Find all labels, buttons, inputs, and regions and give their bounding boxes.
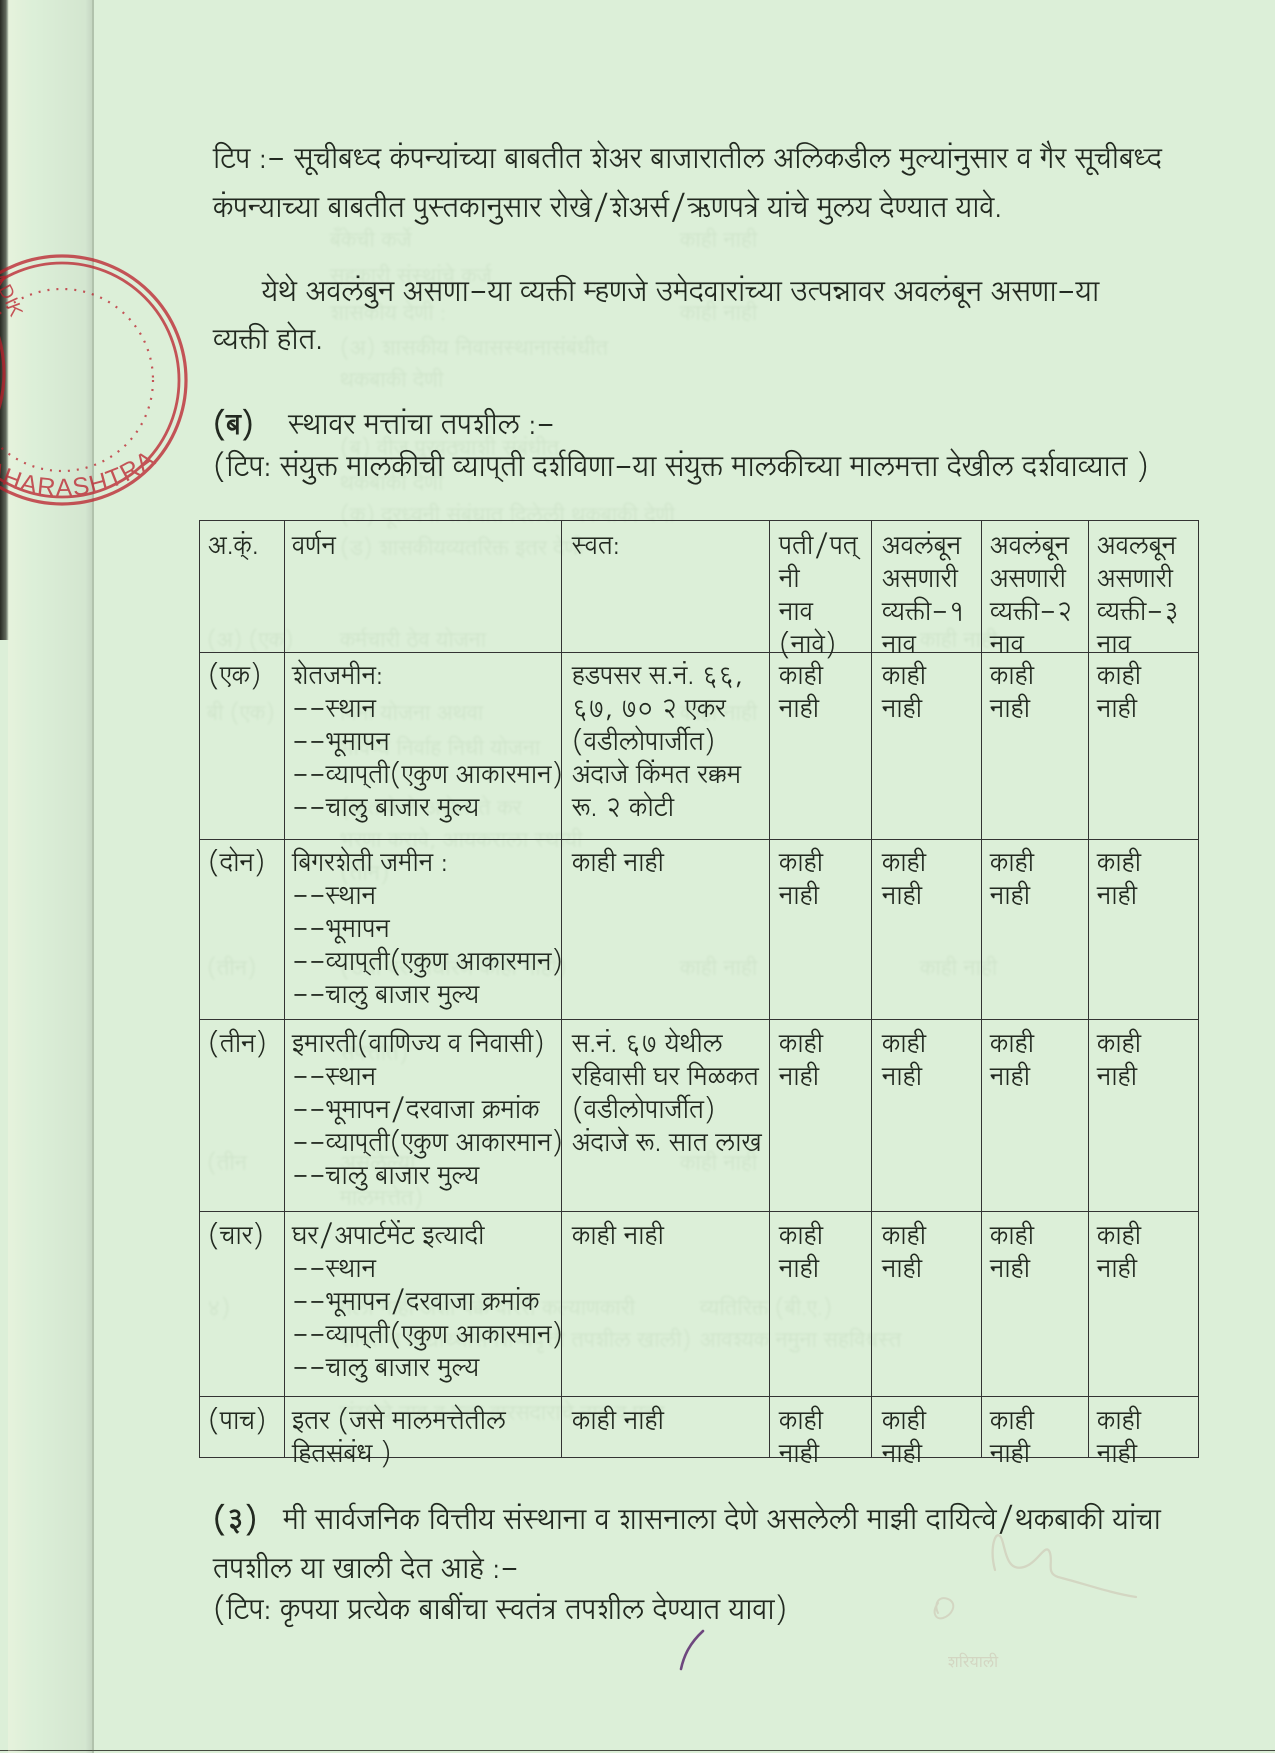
svg-text:शरियाली: शरियाली — [948, 1652, 999, 1671]
svg-text:MAHADIK: MAHADIK — [0, 236, 26, 320]
